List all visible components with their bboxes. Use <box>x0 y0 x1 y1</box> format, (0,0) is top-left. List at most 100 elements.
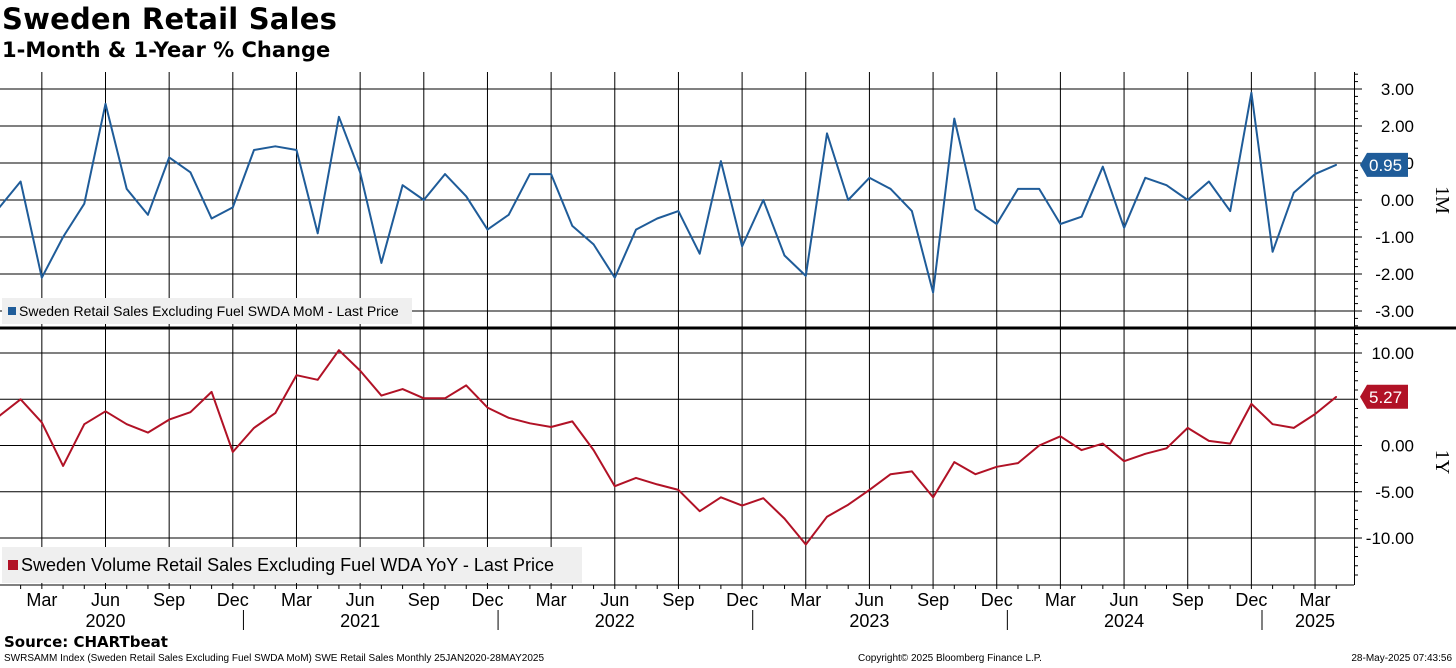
legend-label: Sweden Retail Sales Excluding Fuel SWDA … <box>19 303 399 319</box>
data-point <box>1080 215 1083 218</box>
y-tick-label: -10.00 <box>1366 529 1414 548</box>
legend-label: Sweden Volume Retail Sales Excluding Fue… <box>21 555 554 575</box>
data-point <box>359 369 361 372</box>
x-year-label: 2025 <box>1295 611 1335 631</box>
data-point <box>423 397 425 400</box>
series-line-1y <box>0 349 1337 546</box>
panel-1y: 10.00 0.00 -5.00 -10.00 5.27 1Y Sweden Volume … <box>0 329 1453 585</box>
data-point <box>783 254 786 257</box>
x-month-label: Mar <box>281 590 312 610</box>
data-point <box>974 208 977 211</box>
data-point <box>868 177 871 179</box>
data-point <box>762 199 765 201</box>
data-point <box>720 496 722 499</box>
last-value-tag: 0.95 <box>1360 152 1408 177</box>
data-point <box>147 431 149 434</box>
x-month-label: Mar <box>790 590 821 610</box>
y-tick-label: 0.00 <box>1381 437 1414 456</box>
data-point <box>401 184 404 186</box>
x-month-label: Sep <box>153 590 185 610</box>
footer-index-info: SWRSAMM Index (Sweden Retail Sales Exclu… <box>4 653 545 664</box>
x-month-label: Sep <box>917 590 949 610</box>
data-point <box>911 210 913 212</box>
data-point <box>104 410 107 413</box>
data-point <box>804 275 807 277</box>
data-point <box>826 132 828 135</box>
data-point <box>41 276 43 279</box>
data-point <box>359 171 361 174</box>
data-point <box>41 421 43 424</box>
x-month-label: Sep <box>1172 590 1204 610</box>
data-point <box>529 173 531 175</box>
last-value-label: 0.95 <box>1369 156 1402 175</box>
data-point <box>1314 173 1316 175</box>
data-point <box>932 496 934 499</box>
legend-swatch <box>8 307 16 315</box>
data-point <box>444 397 446 400</box>
data-point <box>1165 184 1168 186</box>
data-point <box>316 232 319 235</box>
y-tick-label: 10.00 <box>1371 344 1414 363</box>
data-point <box>125 423 128 426</box>
data-point <box>550 173 552 175</box>
data-point <box>889 473 892 475</box>
series-line-1m <box>0 91 1337 294</box>
data-point <box>1186 427 1189 429</box>
data-point <box>635 228 637 231</box>
data-point <box>741 504 743 507</box>
data-point <box>423 199 425 201</box>
data-point <box>168 156 170 159</box>
data-point <box>232 451 234 453</box>
x-month-label: Jun <box>1110 590 1139 610</box>
data-point <box>995 223 998 225</box>
legend-box <box>2 547 582 583</box>
data-point <box>635 477 637 479</box>
data-point <box>338 115 340 118</box>
data-point <box>529 422 531 425</box>
data-point <box>1038 188 1040 190</box>
x-year-label: 2020 <box>85 611 125 631</box>
data-point <box>104 103 107 105</box>
data-point <box>125 188 128 190</box>
data-point <box>995 465 998 468</box>
x-month-label: Mar <box>1045 590 1076 610</box>
legend-box <box>2 298 412 324</box>
data-point <box>677 489 680 491</box>
x-month-label: Mar <box>536 590 567 610</box>
data-point <box>1123 226 1125 229</box>
footer-copyright: Copyright© 2025 Bloomberg Finance L.P. <box>858 653 1042 664</box>
footer-timestamp: 28-May-2025 07:43:56 <box>1351 653 1452 664</box>
data-point <box>189 171 192 174</box>
data-point <box>83 423 86 426</box>
data-point <box>19 180 22 183</box>
data-point <box>783 517 786 520</box>
data-point <box>847 503 849 506</box>
data-point <box>147 214 149 216</box>
data-point <box>592 449 595 451</box>
data-point <box>1229 442 1231 445</box>
data-point <box>1293 427 1295 429</box>
axis-label-1y: 1Y <box>1431 450 1453 474</box>
data-point <box>253 427 255 429</box>
legend-swatch <box>8 560 18 570</box>
data-point <box>1271 423 1274 426</box>
data-point <box>210 217 213 220</box>
x-year-label: 2022 <box>595 611 635 631</box>
x-month-label: Sep <box>662 590 694 610</box>
data-point <box>507 416 510 419</box>
last-value-badge <box>1360 152 1408 177</box>
data-point <box>295 374 298 377</box>
data-point <box>232 206 234 209</box>
y-tick-label: -5.00 <box>1375 483 1414 502</box>
data-point <box>253 149 255 151</box>
x-month-label: Sep <box>408 590 440 610</box>
data-point <box>168 418 170 421</box>
data-point <box>189 411 192 414</box>
chart-title: Sweden Retail Sales <box>2 2 338 36</box>
data-point <box>826 515 828 518</box>
data-point <box>868 489 871 491</box>
data-point <box>1186 199 1189 201</box>
data-point <box>274 412 277 414</box>
x-year-label: 2021 <box>340 611 380 631</box>
